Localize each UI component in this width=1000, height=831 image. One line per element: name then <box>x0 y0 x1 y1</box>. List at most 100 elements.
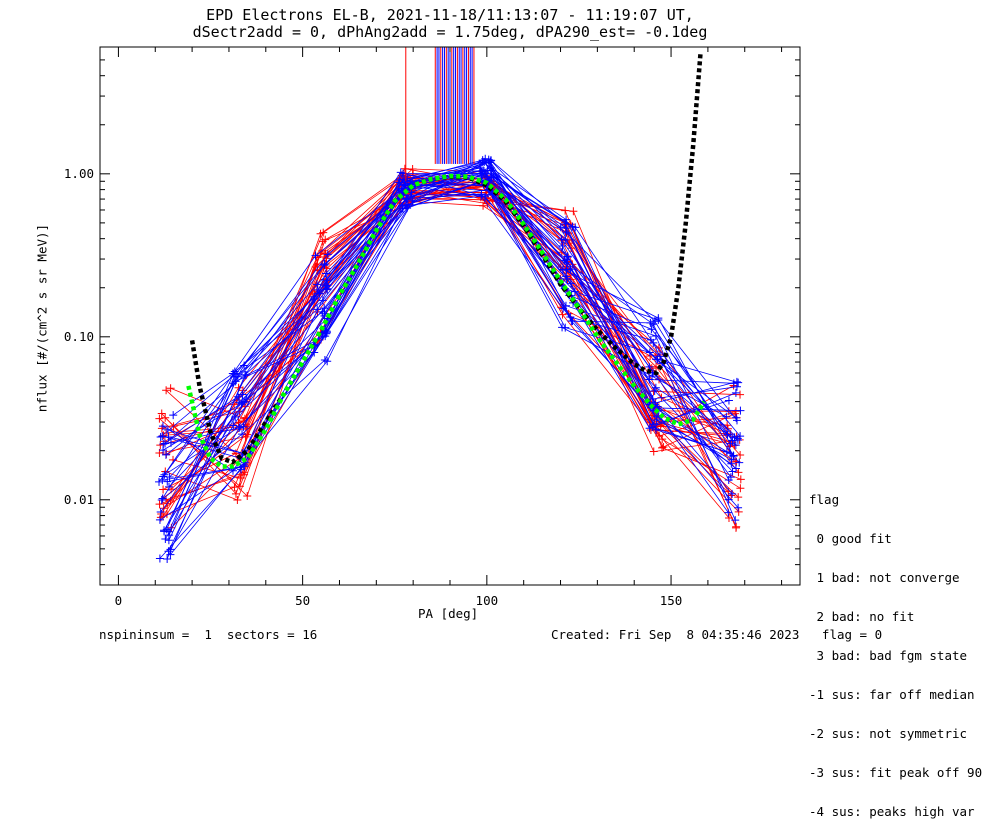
data-point-marker <box>311 251 320 260</box>
data-point-marker <box>155 515 164 524</box>
data-point-marker <box>156 432 165 441</box>
data-point-marker <box>236 422 245 431</box>
spectrum-line <box>170 184 732 555</box>
fit-curves <box>186 53 707 469</box>
data-point-marker <box>231 489 240 498</box>
data-point-marker <box>736 406 745 415</box>
spectrum-line <box>168 159 741 532</box>
spectrum-line <box>165 167 734 456</box>
spectrum-line <box>164 182 737 497</box>
data-point-marker <box>655 431 664 440</box>
data-point-marker <box>158 494 167 503</box>
chart-title-line2: dSectr2add = 0, dPhAng2add = 1.75deg, dP… <box>192 23 708 41</box>
data-point-marker <box>235 424 244 433</box>
data-point-marker <box>160 470 169 479</box>
data-point-marker <box>562 272 571 281</box>
chart-title-line1: EPD Electrons EL-B, 2021-11-18/11:13:07 … <box>206 6 694 24</box>
data-point-marker <box>164 432 173 441</box>
data-point-marker <box>163 477 172 486</box>
data-point-marker <box>166 384 175 393</box>
x-axis-label: PA [deg] <box>418 606 479 621</box>
data-point-marker <box>726 449 735 458</box>
spectrum-line <box>164 189 737 476</box>
data-point-marker <box>645 424 654 433</box>
data-point-marker <box>157 409 166 418</box>
data-point-marker <box>736 390 745 399</box>
data-point-marker <box>164 527 173 536</box>
legend-item: 2 bad: no fit <box>809 609 915 624</box>
data-point-marker <box>476 166 485 175</box>
data-point-marker <box>724 396 733 405</box>
data-point-marker <box>649 447 658 456</box>
data-point-marker <box>407 192 416 201</box>
data-point-marker <box>651 331 660 340</box>
data-point-marker <box>734 493 743 502</box>
data-point-marker <box>561 219 570 228</box>
data-point-marker <box>320 261 329 270</box>
spectrum-line <box>167 194 739 482</box>
legend-item: 1 bad: not converge <box>809 570 960 585</box>
data-point-marker <box>155 414 164 423</box>
data-point-marker <box>649 338 658 347</box>
data-point-marker <box>652 412 661 421</box>
spectrum-line <box>163 159 738 445</box>
data-point-marker <box>659 443 668 452</box>
data-point-marker <box>736 450 745 459</box>
data-point-marker <box>650 386 659 395</box>
data-point-marker <box>313 280 322 289</box>
data-point-marker <box>162 386 171 395</box>
y-tick-label: 1.00 <box>64 166 94 181</box>
x-tick-label: 50 <box>295 593 310 608</box>
spectrum-line <box>159 177 735 505</box>
data-point-marker <box>654 343 663 352</box>
data-point-marker <box>566 265 575 274</box>
data-point-marker <box>736 475 745 484</box>
data-point-marker <box>561 206 570 215</box>
data-point-marker <box>647 325 656 334</box>
data-point-marker <box>724 476 733 485</box>
data-point-marker <box>313 305 322 314</box>
data-point-marker <box>403 176 412 185</box>
data-point-marker <box>734 378 743 387</box>
data-point-marker <box>730 433 739 442</box>
legend-item: 3 bad: bad fgm state <box>809 648 968 663</box>
data-point-marker <box>723 430 732 439</box>
data-point-marker <box>161 450 170 459</box>
data-point-marker <box>157 424 166 433</box>
data-point-marker <box>731 464 740 473</box>
data-point-marker <box>408 165 417 174</box>
legend-item: -4 sus: peaks high var <box>809 804 975 819</box>
data-point-marker <box>654 314 663 323</box>
legend-item: 0 good fit <box>809 531 892 546</box>
data-point-marker <box>569 207 578 216</box>
fit-curve-black <box>189 53 703 465</box>
data-point-marker <box>237 465 246 474</box>
data-point-marker <box>165 482 174 491</box>
data-point-marker <box>724 407 733 416</box>
data-point-marker <box>735 458 744 467</box>
data-point-marker <box>728 489 737 498</box>
data-point-marker <box>568 317 577 326</box>
data-point-marker <box>243 492 252 501</box>
flag-legend: flag 0 good fit 1 bad: not converge 2 ba… <box>809 467 982 831</box>
data-point-marker <box>408 196 417 205</box>
data-point-marker <box>724 514 733 523</box>
data-point-marker <box>561 301 570 310</box>
data-point-marker <box>567 244 576 253</box>
data-point-marker <box>732 522 741 531</box>
x-tick-label: 0 <box>115 593 123 608</box>
data-point-marker <box>477 192 486 201</box>
data-point-marker <box>722 412 731 421</box>
spectrum-line <box>166 175 736 455</box>
plot-axes: 0 50 100 150 0.01 0.10 1.00 <box>64 46 801 608</box>
data-point-marker <box>229 421 238 430</box>
data-point-marker <box>731 516 740 525</box>
data-point-marker <box>734 503 743 512</box>
footer-created: Created: Fri Sep 8 04:35:46 2023 flag = … <box>551 627 883 642</box>
y-tick-label: 0.01 <box>64 492 94 507</box>
data-point-marker <box>319 228 328 237</box>
data-point-marker <box>230 400 239 409</box>
data-point-marker <box>322 276 331 285</box>
data-point-marker <box>727 459 736 468</box>
data-point-marker <box>155 554 164 563</box>
